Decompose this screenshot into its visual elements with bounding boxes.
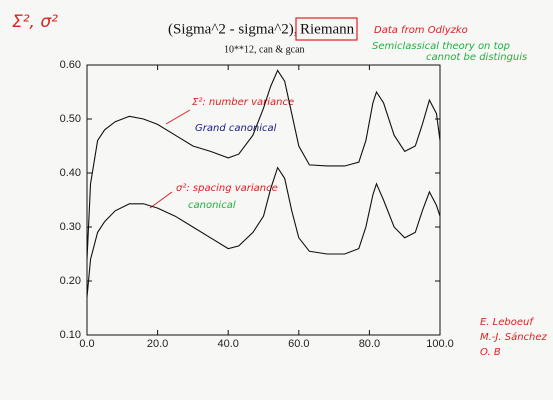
series-annotation: Grand canonical	[195, 123, 277, 134]
author: O. B	[480, 347, 501, 358]
corner-label: Σ², σ²	[12, 12, 58, 32]
y-tick-label: 0.50	[60, 113, 81, 125]
series-annotation: Σ²: number variance	[192, 97, 294, 108]
author: M.-J. Sánchez	[480, 331, 548, 343]
author: E. Leboeuf	[480, 317, 534, 328]
note-theory: cannot be distinguis	[426, 52, 527, 63]
series-annotation: σ²: spacing variance	[176, 183, 278, 194]
x-tick-label: 60.0	[288, 338, 309, 350]
line	[86, 69, 441, 260]
x-tick-label: 40.0	[217, 338, 238, 350]
y-tick-label: 0.10	[60, 329, 81, 341]
plot-frame	[86, 64, 441, 336]
note-theory: Semiclassical theory on top	[372, 41, 510, 52]
x-tick-label: 80.0	[359, 338, 380, 350]
x-tick-label: 0.0	[79, 338, 94, 350]
line	[86, 166, 441, 298]
y-tick-label: 0.40	[60, 167, 81, 179]
chart-subtitle: 10**12, can & gcan	[224, 44, 305, 55]
annotation-arrow	[149, 191, 173, 209]
y-tick-label: 0.20	[60, 275, 81, 287]
title-box	[295, 17, 358, 41]
y-tick-label: 0.60	[60, 59, 81, 71]
chart-title: (Sigma^2 - sigma^2),	[168, 21, 297, 37]
x-tick-label: 20.0	[147, 338, 168, 350]
series-annotation: canonical	[188, 200, 236, 211]
annotation-arrow	[165, 109, 191, 125]
chart-title-boxed: Riemann	[300, 21, 355, 37]
note-data: Data from Odlyzko	[374, 25, 468, 36]
x-tick-label: 100.0	[426, 338, 454, 350]
y-tick-label: 0.30	[60, 221, 81, 233]
